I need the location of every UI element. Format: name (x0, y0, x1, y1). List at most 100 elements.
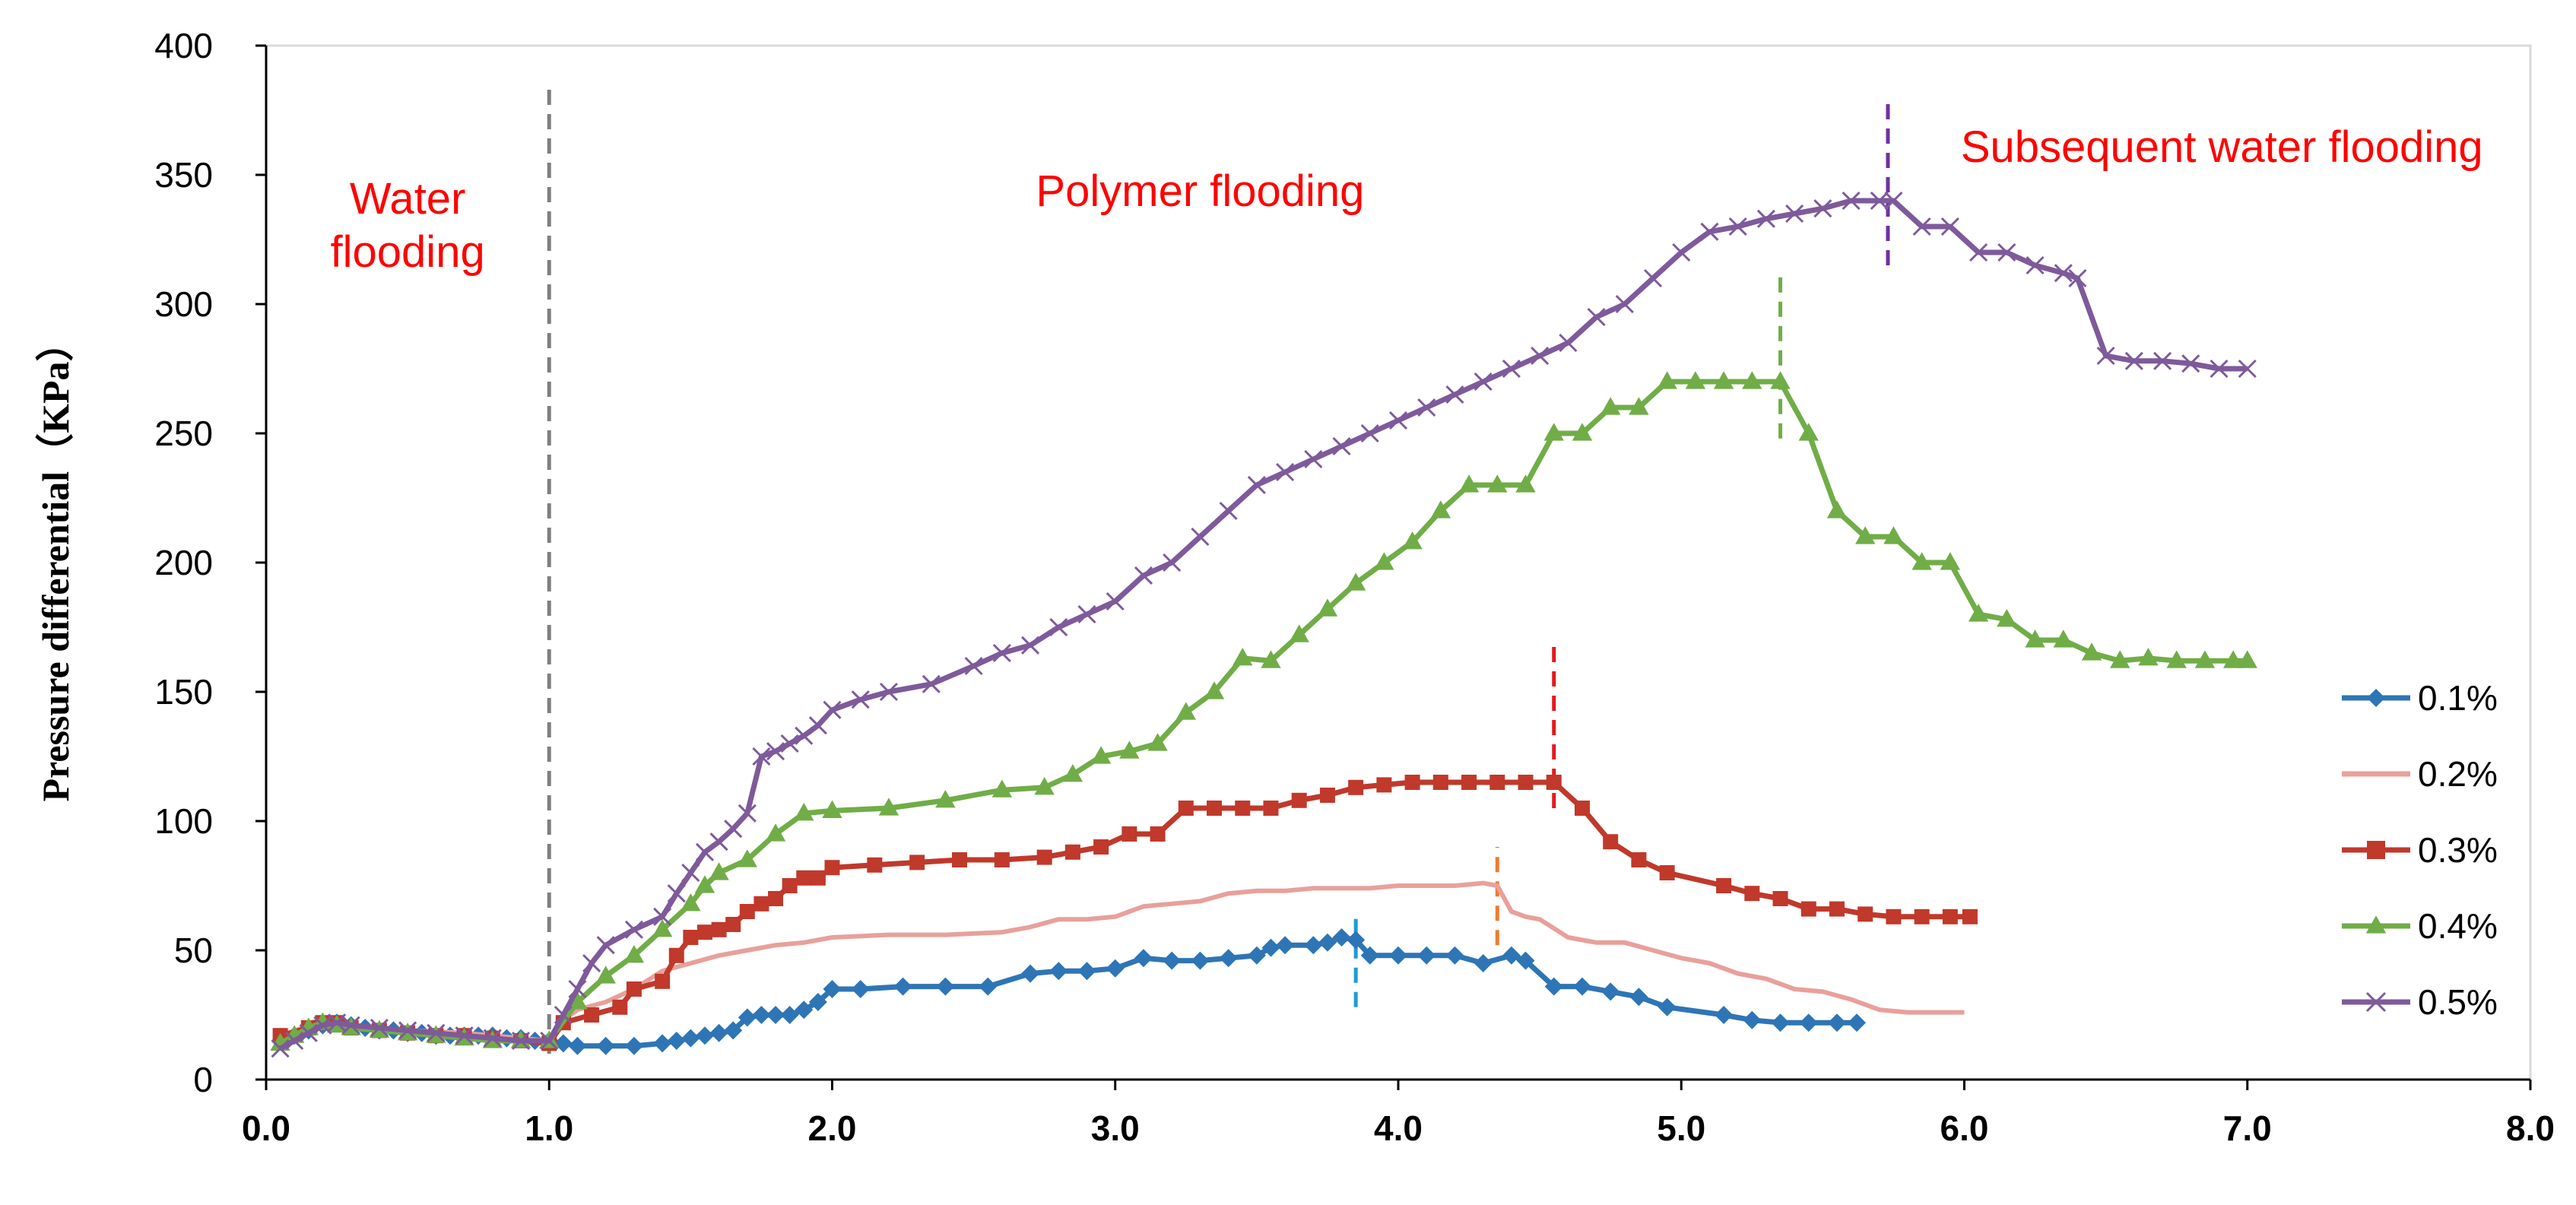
data-point (725, 917, 741, 932)
x-tick-label: 2.0 (808, 1108, 857, 1148)
data-point (696, 924, 712, 940)
data-point (1531, 346, 1550, 366)
data-point (1417, 946, 1436, 965)
data-point (1574, 801, 1590, 816)
data-point (1629, 988, 1648, 1007)
data-point (1219, 949, 1238, 968)
data-point (1276, 462, 1295, 482)
data-point (1263, 801, 1279, 816)
data-point (1587, 307, 1606, 327)
data-point (1049, 617, 1068, 637)
data-point (1077, 962, 1096, 981)
data-point (1715, 1006, 1734, 1024)
data-point (2054, 264, 2073, 283)
data-point (1744, 886, 1760, 902)
data-point (1912, 217, 1931, 236)
data-point (1430, 500, 1451, 518)
data-point (1121, 826, 1137, 842)
data-point (1276, 936, 1295, 955)
data-point (299, 1023, 318, 1042)
data-point (668, 947, 684, 963)
x-tick-label: 7.0 (2223, 1108, 2272, 1148)
data-point (2210, 359, 2229, 379)
data-point (2053, 629, 2073, 648)
data-point (1700, 222, 1719, 241)
data-point (994, 852, 1010, 867)
data-point (626, 981, 642, 997)
data-point (2194, 650, 2216, 668)
data-point (1374, 552, 1394, 570)
data-point (1163, 951, 1182, 970)
data-point (893, 977, 912, 996)
data-point (1106, 959, 1125, 978)
series-0.5% (271, 191, 2257, 1058)
data-point (1742, 371, 1762, 389)
data-point (1756, 209, 1775, 228)
data-point (782, 878, 798, 893)
data-point (1247, 475, 1266, 495)
data-point (1106, 591, 1125, 611)
data-point (1962, 909, 1978, 924)
data-point (808, 993, 827, 1011)
data-point (584, 1007, 600, 1023)
data-point (1134, 566, 1153, 585)
data-point (1319, 788, 1335, 803)
data-point (851, 980, 870, 998)
data-point (1404, 775, 1420, 790)
series-line (279, 880, 1965, 1043)
x-tick-label: 8.0 (2506, 1108, 2555, 1148)
legend-item-0.2%: 0.2% (2342, 754, 2498, 794)
data-point (370, 1018, 389, 1038)
data-point (709, 862, 729, 880)
data-point (483, 1029, 502, 1048)
data-point (681, 1029, 700, 1048)
data-point (328, 1013, 347, 1032)
data-point (1317, 598, 1338, 617)
data-point (1629, 397, 1649, 415)
data-point (1461, 775, 1477, 790)
data-point (667, 884, 686, 903)
data-point (595, 966, 616, 984)
data-point (1572, 423, 1593, 441)
data-point (1235, 801, 1251, 816)
data-point (1643, 268, 1663, 288)
data-point (1474, 954, 1493, 972)
data-point (653, 907, 672, 926)
data-point (1827, 1013, 1846, 1032)
x-tick-label: 6.0 (1940, 1108, 1989, 1148)
data-point (1516, 951, 1535, 970)
data-point (596, 1036, 615, 1055)
data-point (1134, 949, 1153, 968)
legend-item-0.4%: 0.4% (2342, 906, 2498, 946)
data-point (1886, 909, 1902, 924)
series-line (279, 934, 1857, 1049)
data-point (795, 726, 814, 745)
data-point (1261, 938, 1280, 957)
data-point (1163, 553, 1182, 572)
data-point (271, 1039, 290, 1058)
data-point (1261, 650, 1281, 668)
data-point (554, 1034, 573, 1053)
data-point (511, 1031, 531, 1051)
data-point (2367, 689, 2385, 707)
data-point (1743, 1010, 1762, 1029)
data-point (1518, 775, 1534, 790)
data-point (1191, 951, 1210, 970)
phase-annotation: Polymer flooding (1036, 166, 1364, 216)
y-tick-label: 50 (174, 931, 213, 970)
data-point (780, 1006, 799, 1024)
data-point (1914, 909, 1930, 924)
data-point (1672, 243, 1691, 262)
data-point (1147, 733, 1168, 751)
data-point (765, 823, 786, 842)
data-point (1826, 500, 1848, 518)
data-point (823, 980, 842, 998)
data-point (1848, 1013, 1867, 1032)
data-point (878, 798, 899, 816)
data-point (1036, 849, 1052, 865)
data-point (1360, 423, 1379, 443)
data-point (808, 716, 827, 735)
legend-label: 0.2% (2418, 754, 2498, 794)
data-point (1064, 844, 1080, 860)
data-point (612, 999, 628, 1015)
